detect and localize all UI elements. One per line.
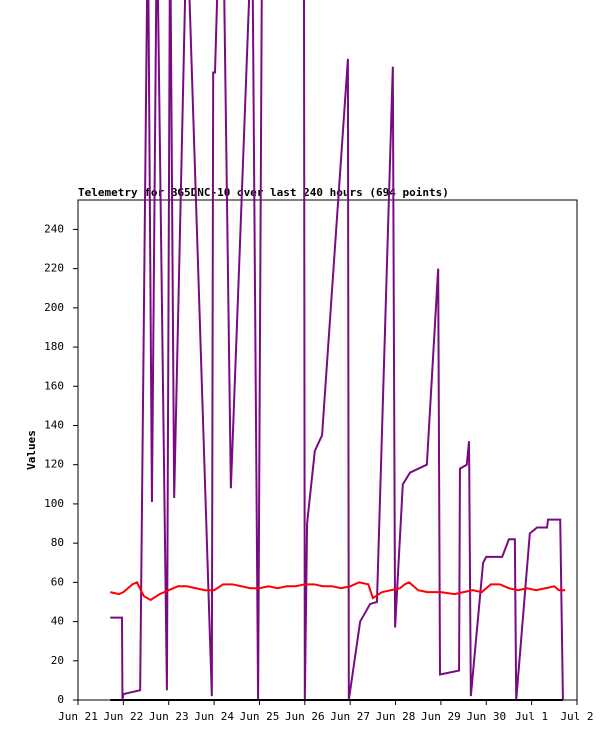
y-tick-label: 0 xyxy=(57,693,64,706)
x-tick-label: Jun 21 xyxy=(58,710,98,723)
x-tick-label: Jun 30 xyxy=(466,710,506,723)
y-tick-label: 60 xyxy=(51,575,64,588)
y-tick-label: 20 xyxy=(51,654,64,667)
x-tick-label: Jun 22 xyxy=(103,710,143,723)
x-tick-label: Jun 27 xyxy=(330,710,370,723)
x-tick-label: Jun 28 xyxy=(376,710,416,723)
chart-title: Telemetry for BG5DNC-10 over last 240 ho… xyxy=(78,186,449,199)
y-tick-label: 240 xyxy=(44,222,64,235)
y-tick-label: 100 xyxy=(44,497,64,510)
y-axis-label: Values xyxy=(25,430,38,470)
y-tick-label: 220 xyxy=(44,262,64,275)
x-tick-label: Jul 2 xyxy=(560,710,593,723)
x-tick-label: Jun 24 xyxy=(194,710,234,723)
y-tick-label: 160 xyxy=(44,379,64,392)
y-tick-label: 180 xyxy=(44,340,64,353)
series-line xyxy=(109,581,566,602)
x-tick-label: Jun 26 xyxy=(285,710,325,723)
y-tick-label: 140 xyxy=(44,418,64,431)
x-tick-label: Jul 1 xyxy=(515,710,548,723)
x-tick-label: Jun 25 xyxy=(240,710,280,723)
y-tick-label: 120 xyxy=(44,458,64,471)
x-tick-label: Jun 29 xyxy=(421,710,461,723)
x-tick-label: Jun 23 xyxy=(149,710,189,723)
y-tick-label: 200 xyxy=(44,301,64,314)
y-tick-label: 80 xyxy=(51,536,64,549)
y-tick-label: 40 xyxy=(51,615,64,628)
